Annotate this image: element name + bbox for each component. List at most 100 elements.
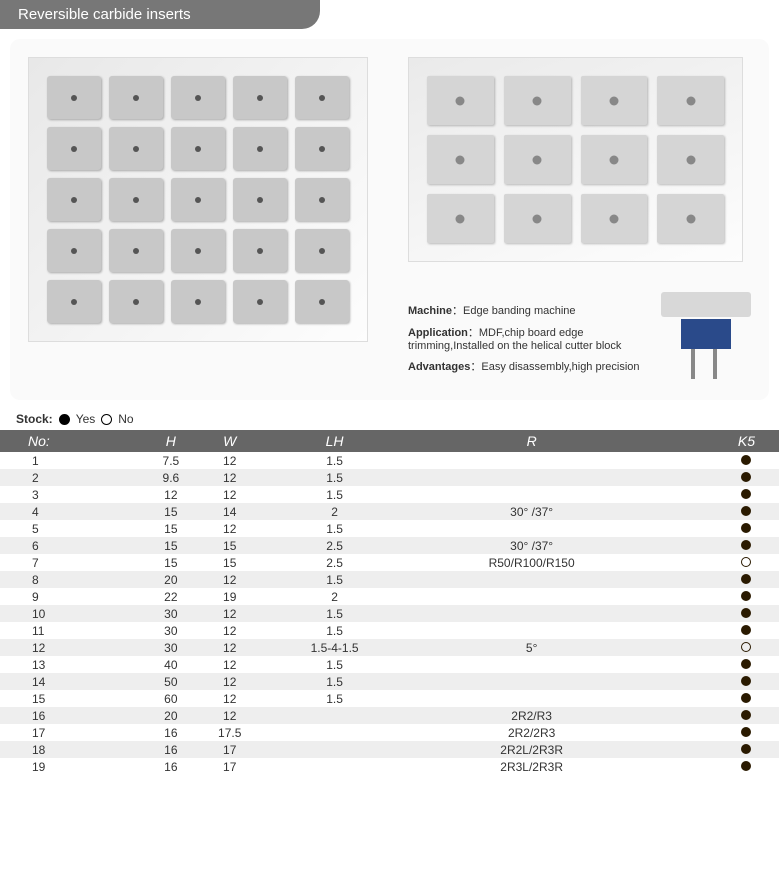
machine-illustration: [661, 292, 751, 382]
table-cell: 1.5: [264, 571, 405, 588]
table-cell: [264, 758, 405, 775]
table-cell: 15: [146, 503, 195, 520]
table-cell: 18: [0, 741, 146, 758]
table-cell: 12: [195, 707, 264, 724]
table-row: 1340121.5: [0, 656, 779, 673]
table-cell: 15: [146, 520, 195, 537]
stock-label: Stock:: [16, 412, 53, 426]
stock-no-icon: [741, 557, 751, 567]
content-card: Machine：Edge banding machine Application…: [10, 39, 769, 400]
table-cell: 19: [195, 588, 264, 605]
table-cell: 12: [195, 571, 264, 588]
table-cell: 4: [0, 503, 146, 520]
table-row: 17.5121.5: [0, 452, 779, 469]
table-cell: 50: [146, 673, 195, 690]
table-header: No:: [0, 430, 146, 452]
table-row: 1620122R2/R3: [0, 707, 779, 724]
table-cell: 12: [195, 486, 264, 503]
table-cell: 12: [195, 520, 264, 537]
stock-yes-icon: [741, 761, 751, 771]
stock-yes-icon: [741, 591, 751, 601]
table-cell-k5: [658, 673, 779, 690]
table-cell: 12: [195, 656, 264, 673]
table-cell: 7.5: [146, 452, 195, 469]
table-row: 715152.5R50/R100/R150: [0, 554, 779, 571]
table-cell: 12: [195, 469, 264, 486]
table-cell: 16: [0, 707, 146, 724]
table-cell: 17: [195, 758, 264, 775]
table-cell: 22: [146, 588, 195, 605]
table-cell: [405, 690, 658, 707]
table-cell: 5: [0, 520, 146, 537]
table-cell-k5: [658, 520, 779, 537]
table-cell-k5: [658, 486, 779, 503]
table-cell: 13: [0, 656, 146, 673]
table-cell: 17: [195, 741, 264, 758]
table-cell-k5: [658, 452, 779, 469]
table-cell: 1.5: [264, 486, 405, 503]
table-cell-k5: [658, 690, 779, 707]
table-header: K5: [658, 430, 779, 452]
stock-no-icon: [101, 414, 112, 425]
table-cell: 12: [195, 605, 264, 622]
table-cell: 5°: [405, 639, 658, 656]
table-cell: 2: [0, 469, 146, 486]
stock-yes-icon: [741, 676, 751, 686]
table-cell: 12: [195, 622, 264, 639]
table-cell: 2.5: [264, 554, 405, 571]
table-cell: 12: [146, 486, 195, 503]
table-cell: [405, 486, 658, 503]
table-row: 820121.5: [0, 571, 779, 588]
table-cell: 1.5: [264, 690, 405, 707]
table-cell: 2.5: [264, 537, 405, 554]
table-cell: 15: [0, 690, 146, 707]
table-row: 1816172R2L/2R3R: [0, 741, 779, 758]
table-row: 615152.530° /37°: [0, 537, 779, 554]
table-cell: 14: [195, 503, 264, 520]
table-cell: 30° /37°: [405, 537, 658, 554]
table-cell: [405, 656, 658, 673]
stock-yes-icon: [741, 625, 751, 635]
table-cell-k5: [658, 741, 779, 758]
table-cell: 60: [146, 690, 195, 707]
table-cell: 16: [146, 758, 195, 775]
table-cell: 10: [0, 605, 146, 622]
stock-yes-icon: [741, 744, 751, 754]
stock-yes-icon: [741, 489, 751, 499]
table-row: 1130121.5: [0, 622, 779, 639]
table-row: 312121.5: [0, 486, 779, 503]
stock-yes-icon: [741, 693, 751, 703]
stock-yes-icon: [741, 506, 751, 516]
table-cell: 12: [195, 690, 264, 707]
table-cell: 12: [195, 452, 264, 469]
stock-yes-icon: [741, 455, 751, 465]
table-cell: 20: [146, 571, 195, 588]
table-cell: 1.5: [264, 469, 405, 486]
table-header: R: [405, 430, 658, 452]
table-cell-k5: [658, 537, 779, 554]
table-row: 1450121.5: [0, 673, 779, 690]
table-row: 922192: [0, 588, 779, 605]
table-cell: R50/R100/R150: [405, 554, 658, 571]
table-cell-k5: [658, 571, 779, 588]
table-cell: 3: [0, 486, 146, 503]
table-cell: 2: [264, 588, 405, 605]
stock-legend: Stock: Yes No: [16, 412, 779, 426]
table-cell: 1: [0, 452, 146, 469]
table-cell-k5: [658, 554, 779, 571]
table-cell: 19: [0, 758, 146, 775]
table-cell: 2: [264, 503, 405, 520]
table-cell: 1.5: [264, 656, 405, 673]
table-cell-k5: [658, 469, 779, 486]
table-row: 1030121.5: [0, 605, 779, 622]
table-row: 171617.52R2/2R3: [0, 724, 779, 741]
table-row: 515121.5: [0, 520, 779, 537]
table-cell: 1.5: [264, 520, 405, 537]
table-cell: [264, 741, 405, 758]
table-header: H: [146, 430, 195, 452]
table-cell: 17.5: [195, 724, 264, 741]
table-cell: 9: [0, 588, 146, 605]
table-cell: 6: [0, 537, 146, 554]
stock-yes-label: Yes: [76, 412, 96, 426]
stock-yes-icon: [741, 608, 751, 618]
